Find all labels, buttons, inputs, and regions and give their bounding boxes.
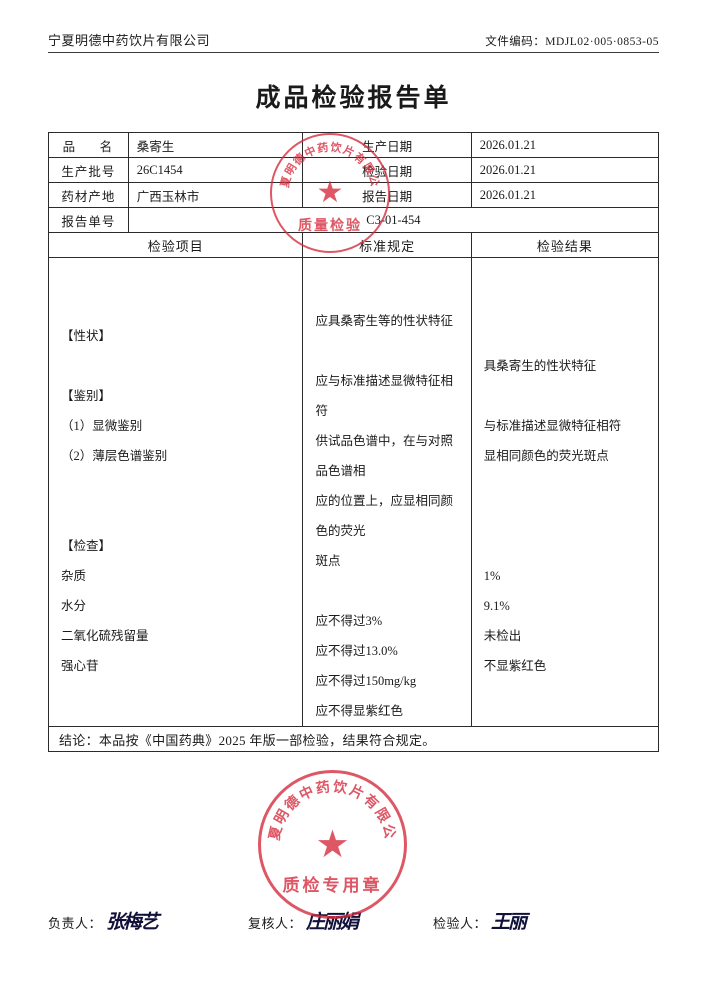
signature-responsible: 负责人： 张梅艺: [48, 913, 248, 932]
specs-list: 应具桑寄生等的性状特征 应与标准描述显微特征相符 供试品色谱中，在与对照品色谱相…: [303, 258, 470, 726]
results-list: 具桑寄生的性状特征 与标准描述显微特征相符 显相同颜色的荧光斑点 1% 9.1%…: [472, 303, 658, 681]
table-cell-spec: [315, 276, 460, 306]
table-cell-spec: 应具桑寄生等的性状特征: [315, 314, 453, 328]
signature-name-responsible: 张梅艺: [106, 911, 159, 933]
items-list: 【性状】 【鉴别】 （1）显微鉴别 （2）薄层色谱鉴别 【检查】 杂质 水分 二…: [49, 303, 302, 681]
table-cell-spec: 应不得过13.0%: [315, 644, 398, 658]
table-header-row: 检验项目 标准规定 检验结果: [47, 232, 660, 258]
report-table: 品 名 桑寄生 生产日期 2026.01.21 生产批号 26C1454 检验日…: [47, 132, 660, 752]
document-code: 文件编码：MDJL02·005·0853-05: [485, 36, 659, 48]
page-title: 成品检验报告单: [255, 85, 452, 112]
field-value-batch-no: 26C1454: [127, 157, 304, 183]
table-cell-result: [484, 381, 648, 411]
table-cell-item: 强心苷: [61, 659, 99, 673]
field-label-batch-no: 生产批号: [48, 157, 129, 183]
column-header-spec: 标准规定: [302, 232, 472, 258]
table-cell-result: 显相同颜色的荧光斑点: [483, 449, 609, 463]
page-header: 宁夏明德中药饮片有限公司 文件编码：MDJL02·005·0853-05: [48, 30, 659, 49]
field-value-report-date: 2026.01.21: [470, 182, 660, 208]
field-label-inspection-date: 检验日期: [302, 157, 472, 183]
field-value-inspection-date: 2026.01.21: [470, 157, 660, 183]
column-header-result: 检验结果: [470, 232, 660, 258]
table-cell-spec: 供试品色谱中，在与对照品色谱相: [315, 434, 453, 478]
field-label-report-date: 报告日期: [302, 182, 472, 208]
table-cell-item: 【检查】: [61, 539, 112, 553]
field-value-production-date: 2026.01.21: [470, 132, 660, 158]
stamp-arc-text-main: 宁夏明德中药饮片有限公司: [261, 773, 398, 842]
report-no-row: 报告单号 C3-01-454: [48, 207, 660, 233]
signature-name-reviewer: 庄丽娟: [306, 911, 359, 933]
column-header-item: 检验项目: [47, 232, 304, 258]
table-cell-spec: 应不得显紫红色: [315, 704, 403, 718]
field-value-report-no: C3-01-454: [127, 207, 660, 233]
signature-label-responsible: 负责人：: [48, 916, 103, 931]
table-cell-item: （2）薄层色谱鉴别: [61, 449, 168, 463]
table-cell-result: 9.1%: [483, 599, 510, 613]
field-label-product-name: 品 名: [48, 132, 129, 158]
stamp-bottom-label: 质检专用章: [282, 876, 383, 895]
table-cell-result: [484, 321, 648, 351]
table-cell-item: （1）显微鉴别: [61, 419, 143, 433]
header-divider: [48, 52, 659, 53]
table-cell-result: 未检出: [483, 629, 522, 643]
star-icon: ★: [315, 823, 350, 866]
table-cell-item: 杂质: [61, 569, 87, 583]
table-cell-spec: 应不得过3%: [315, 614, 383, 628]
conclusion-text: 结论：本品按《中国药典》2025 年版一部检验，结果符合规定。: [48, 726, 659, 752]
field-label-origin: 药材产地: [48, 182, 129, 208]
signature-label-inspector: 检验人：: [433, 916, 488, 931]
table-cell-result: 具桑寄生的性状特征: [483, 359, 597, 373]
column-results: 具桑寄生的性状特征 与标准描述显微特征相符 显相同颜色的荧光斑点 1% 9.1%…: [470, 257, 660, 727]
table-cell-result: [484, 501, 648, 531]
table-cell-result: [484, 531, 648, 561]
table-cell-item: [61, 351, 292, 381]
svg-text:宁夏明德中药饮片有限公司: 宁夏明德中药饮片有限公司: [261, 773, 398, 842]
table-cell-result: 不显紫红色: [483, 659, 547, 673]
field-value-origin: 广西玉林市: [127, 182, 304, 208]
table-cell-item: 二氧化硫残留量: [61, 629, 149, 643]
signature-reviewer: 复核人： 庄丽娟: [248, 913, 433, 932]
table-cell-item: [61, 471, 292, 501]
table-cell-item: 【鉴别】: [61, 389, 112, 403]
signature-label-reviewer: 复核人：: [248, 916, 303, 931]
signature-name-inspector: 王丽: [491, 911, 527, 933]
company-name: 宁夏明德中药饮片有限公司: [48, 33, 211, 48]
table-cell-spec: 斑点: [315, 554, 341, 568]
field-row: 药材产地 广西玉林市 报告日期 2026.01.21: [48, 182, 660, 208]
table-cell-result: [484, 471, 648, 501]
column-items: 【性状】 【鉴别】 （1）显微鉴别 （2）薄层色谱鉴别 【检查】 杂质 水分 二…: [47, 257, 304, 727]
conclusion-row: 结论：本品按《中国药典》2025 年版一部检验，结果符合规定。: [48, 726, 659, 752]
table-cell-spec: 应与标准描述显微特征相符: [315, 374, 453, 418]
table-cell-result: 1%: [483, 569, 501, 583]
field-label-report-no: 报告单号: [48, 207, 129, 233]
field-value-product-name: 桑寄生: [127, 132, 304, 158]
table-cell-item: 水分: [61, 599, 87, 613]
stamp-arc-label: 宁夏明德中药饮片有限公司: [261, 773, 396, 842]
table-cell-item: [61, 501, 292, 531]
signature-bar: 负责人： 张梅艺 复核人： 庄丽娟 检验人： 王丽: [48, 913, 659, 932]
table-cell-spec: [315, 336, 460, 366]
field-row: 品 名 桑寄生 生产日期 2026.01.21: [48, 132, 660, 158]
table-cell-spec: 应的位置上，应显相同颜色的荧光: [315, 494, 453, 538]
field-row: 生产批号 26C1454 检验日期 2026.01.21: [48, 157, 660, 183]
field-label-production-date: 生产日期: [302, 132, 472, 158]
table-body-row: 【性状】 【鉴别】 （1）显微鉴别 （2）薄层色谱鉴别 【检查】 杂质 水分 二…: [47, 257, 660, 727]
table-cell-spec: 应不得过150mg/kg: [315, 674, 417, 688]
table-cell-item: 【性状】: [61, 329, 112, 343]
table-cell-result: 与标准描述显微特征相符: [483, 419, 622, 433]
table-cell-spec: [315, 576, 460, 606]
quality-inspection-stamp-main: 宁夏明德中药饮片有限公司 ★ 质检专用章: [258, 770, 407, 919]
signature-inspector: 检验人： 王丽: [433, 911, 527, 933]
column-specs: 应具桑寄生等的性状特征 应与标准描述显微特征相符 供试品色谱中，在与对照品色谱相…: [302, 257, 472, 727]
